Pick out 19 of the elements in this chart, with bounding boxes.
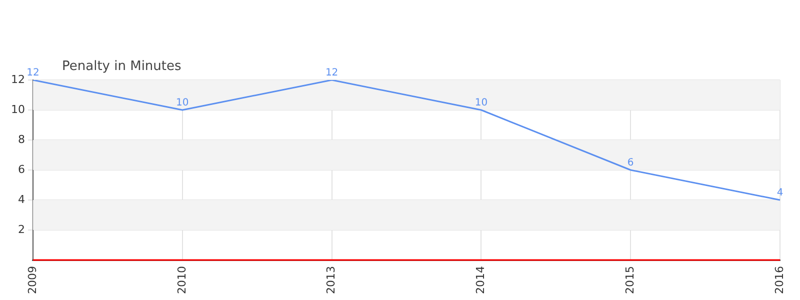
x-tick-label: 2014 [474, 266, 488, 294]
data-label: 12 [26, 68, 40, 79]
y-tick-label: 2 [18, 222, 25, 236]
y-tick-label: 8 [18, 132, 25, 146]
x-tick-label: 2013 [324, 266, 338, 294]
x-tick-label: 2015 [623, 266, 636, 294]
x-tick-label: 2016 [772, 266, 786, 294]
x-tick-label: 2010 [175, 266, 188, 294]
y-tick-label: 6 [18, 162, 25, 176]
data-label: 10 [474, 98, 488, 109]
y-tick-label: 12 [10, 72, 25, 86]
chart-title: Penalty in Minutes [62, 59, 182, 74]
data-label: 10 [176, 98, 189, 109]
y-tick-label: 4 [18, 192, 25, 206]
y-tick-label: 10 [10, 102, 25, 116]
data-label: 4 [776, 188, 784, 199]
data-label: 6 [627, 158, 634, 169]
x-tick-label: 2009 [26, 266, 39, 294]
data-label: 12 [325, 68, 338, 79]
